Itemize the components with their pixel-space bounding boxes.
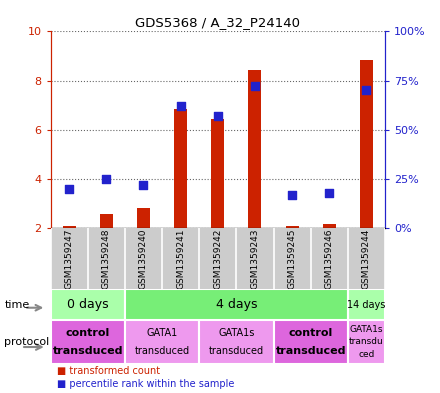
Point xyxy=(177,103,184,109)
Text: transduced: transduced xyxy=(209,345,264,356)
Point xyxy=(363,87,370,94)
Bar xyxy=(274,320,348,364)
Bar xyxy=(199,320,274,364)
Bar xyxy=(125,320,199,364)
Bar xyxy=(348,289,385,320)
Text: transduced: transduced xyxy=(135,345,190,356)
Text: 4 days: 4 days xyxy=(216,298,257,311)
Bar xyxy=(174,109,187,228)
Text: GSM1359246: GSM1359246 xyxy=(325,228,334,288)
Text: GSM1359240: GSM1359240 xyxy=(139,228,148,288)
Bar xyxy=(51,320,125,364)
Title: GDS5368 / A_32_P24140: GDS5368 / A_32_P24140 xyxy=(136,16,301,29)
Text: ■ transformed count: ■ transformed count xyxy=(57,366,160,376)
Text: time: time xyxy=(4,299,29,310)
Text: ced: ced xyxy=(358,350,374,359)
Bar xyxy=(51,289,125,320)
Text: transduced: transduced xyxy=(52,345,123,356)
Text: ■ percentile rank within the sample: ■ percentile rank within the sample xyxy=(57,379,235,389)
Text: transduced: transduced xyxy=(275,345,346,356)
Text: control: control xyxy=(289,328,333,338)
Point xyxy=(214,113,221,119)
Text: GSM1359244: GSM1359244 xyxy=(362,228,371,288)
Point xyxy=(251,83,258,90)
Text: control: control xyxy=(66,328,110,338)
Bar xyxy=(125,289,348,320)
Point xyxy=(66,185,73,192)
Text: GSM1359241: GSM1359241 xyxy=(176,228,185,288)
Text: protocol: protocol xyxy=(4,337,50,347)
Bar xyxy=(323,224,336,228)
Text: transdu: transdu xyxy=(349,338,384,346)
Text: 14 days: 14 days xyxy=(347,299,385,310)
Bar xyxy=(249,70,261,228)
Point xyxy=(289,191,296,198)
Text: GSM1359243: GSM1359243 xyxy=(250,228,260,288)
Point xyxy=(326,189,333,196)
Text: GATA1: GATA1 xyxy=(147,328,178,338)
Bar xyxy=(62,226,76,228)
Bar xyxy=(286,226,299,228)
Bar xyxy=(211,119,224,228)
Bar xyxy=(100,215,113,228)
Text: GSM1359242: GSM1359242 xyxy=(213,228,222,288)
Bar xyxy=(137,208,150,228)
Text: GSM1359248: GSM1359248 xyxy=(102,228,111,288)
Text: GSM1359245: GSM1359245 xyxy=(288,228,297,288)
Bar xyxy=(348,320,385,364)
Text: 0 days: 0 days xyxy=(67,298,109,311)
Point xyxy=(103,176,110,182)
Bar xyxy=(360,60,373,228)
Text: GSM1359247: GSM1359247 xyxy=(65,228,73,288)
Text: GATA1s: GATA1s xyxy=(218,328,255,338)
Point xyxy=(140,182,147,188)
Text: GATA1s: GATA1s xyxy=(350,325,383,334)
